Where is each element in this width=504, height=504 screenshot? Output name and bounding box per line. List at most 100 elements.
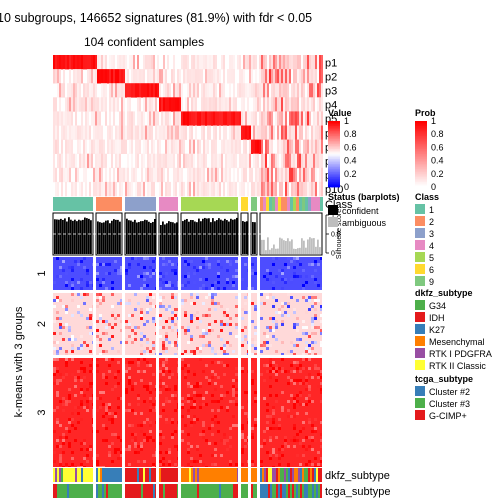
- membership-cell: [155, 167, 157, 183]
- membership-cell: [259, 55, 261, 70]
- heatmap-cell: [152, 463, 155, 466]
- heatmap-cell: [296, 344, 299, 347]
- annotation-cell: [286, 468, 288, 482]
- heatmap-cell: [263, 421, 266, 424]
- membership-cell: [111, 125, 113, 140]
- annotation-cell: [217, 484, 219, 498]
- value-legend-gradient: [328, 185, 340, 188]
- heatmap-cell: [211, 347, 214, 350]
- heatmap-cell: [89, 332, 92, 335]
- heatmap-cell: [155, 269, 156, 272]
- membership-cell: [285, 181, 287, 197]
- annotation-cell: [85, 484, 87, 498]
- membership-cell: [303, 167, 305, 183]
- heatmap-cell: [174, 308, 177, 311]
- membership-cell: [297, 69, 299, 84]
- heatmap-cell: [287, 382, 290, 385]
- heatmap-cell: [162, 257, 165, 260]
- heatmap-cell: [105, 376, 108, 379]
- heatmap-cell: [223, 436, 226, 439]
- heatmap-cell: [308, 436, 311, 439]
- heatmap-cell: [320, 341, 322, 344]
- heatmap-cell: [317, 284, 320, 287]
- prob-legend-gradient: [415, 172, 427, 175]
- heatmap-cell: [134, 382, 137, 385]
- membership-cell: [65, 55, 67, 70]
- membership-cell: [101, 181, 103, 197]
- prob-legend-gradient: [415, 155, 427, 158]
- heatmap-cell: [128, 445, 131, 448]
- heatmap-cell: [62, 433, 65, 436]
- heatmap-block: [159, 293, 178, 355]
- annotation-cell: [195, 484, 197, 498]
- membership-cell: [269, 125, 271, 140]
- annotation-cell: [67, 484, 69, 498]
- membership-cell: [301, 83, 303, 98]
- annotation-cell: [116, 468, 118, 482]
- silhouette-bar: [279, 237, 281, 254]
- membership-cell: [215, 153, 217, 169]
- heatmap-cell: [187, 394, 190, 397]
- heatmap-cell: [159, 287, 162, 290]
- heatmap-cell: [99, 314, 102, 317]
- membership-cell: [227, 167, 229, 183]
- membership-cell: [259, 139, 261, 154]
- annotation-cell: [237, 468, 238, 482]
- annotation-cell: [53, 484, 55, 498]
- heatmap-cell: [71, 293, 74, 296]
- membership-cell: [269, 139, 271, 154]
- silhouette-bar: [148, 221, 150, 254]
- heatmap-cell: [302, 269, 305, 272]
- heatmap-cell: [56, 445, 59, 448]
- annotation-cell: [102, 468, 104, 482]
- heatmap-cell: [177, 347, 178, 350]
- heatmap-cell: [117, 382, 120, 385]
- heatmap-cell: [171, 320, 174, 323]
- heatmap-cell: [83, 293, 86, 296]
- heatmap-cell: [251, 379, 254, 382]
- annotation-cell: [98, 484, 100, 498]
- heatmap-cell: [199, 385, 202, 388]
- annotation-cell: [98, 468, 100, 482]
- membership-cell: [321, 111, 323, 126]
- heatmap-cell: [278, 427, 281, 430]
- heatmap-cell: [187, 448, 190, 451]
- membership-cell: [287, 97, 289, 112]
- heatmap-cell: [229, 344, 232, 347]
- heatmap-cell: [308, 308, 311, 311]
- heatmap-cell: [214, 344, 217, 347]
- heatmap-cell: [159, 335, 162, 338]
- annotation-cell: [310, 468, 312, 482]
- membership-cell: [321, 167, 323, 183]
- heatmap-cell: [177, 344, 178, 347]
- heatmap-cell: [155, 385, 156, 388]
- heatmap-cell: [235, 260, 238, 263]
- membership-cell: [191, 55, 193, 70]
- silhouette-bar: [74, 219, 76, 254]
- annotation-cell: [143, 468, 145, 482]
- heatmap-cell: [59, 463, 62, 466]
- heatmap-cell: [278, 451, 281, 454]
- heatmap-cell: [102, 278, 105, 281]
- membership-cell: [255, 125, 257, 140]
- silhouette-bar: [78, 219, 80, 254]
- heatmap-cell: [226, 353, 229, 355]
- membership-cell: [95, 111, 97, 126]
- membership-cell: [297, 55, 299, 70]
- heatmap-cell: [251, 344, 254, 347]
- membership-cell: [109, 111, 111, 126]
- membership-cell: [177, 139, 179, 154]
- heatmap-cell: [177, 391, 178, 394]
- heatmap-cell: [281, 314, 284, 317]
- heatmap-cell: [247, 269, 248, 272]
- silhouette-bar: [166, 223, 168, 254]
- membership-cell: [221, 153, 223, 169]
- heatmap-cell: [320, 460, 322, 463]
- heatmap-cell: [68, 388, 71, 391]
- membership-cell: [243, 83, 245, 98]
- heatmap-cell: [241, 448, 244, 451]
- membership-cell: [57, 111, 59, 126]
- heatmap-cell: [105, 263, 108, 266]
- membership-cell: [131, 167, 133, 183]
- heatmap-cell: [152, 317, 155, 320]
